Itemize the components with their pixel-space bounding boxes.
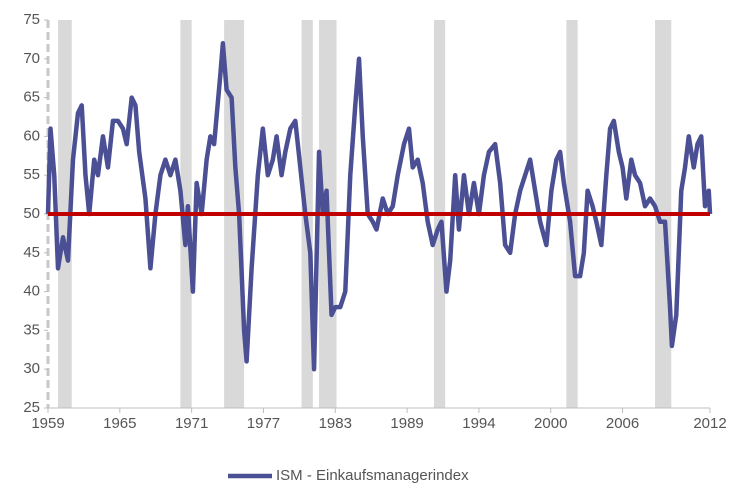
x-tick-label: 1994 — [462, 415, 495, 432]
x-tick-label: 1989 — [390, 415, 423, 432]
x-tick-label: 2012 — [693, 415, 726, 432]
y-tick-label: 60 — [23, 127, 40, 144]
y-tick-label: 70 — [23, 50, 40, 67]
y-tick-label: 50 — [23, 205, 40, 222]
x-tick-label: 1965 — [103, 415, 136, 432]
x-tick-label: 1977 — [247, 415, 280, 432]
y-tick-label: 75 — [23, 11, 40, 28]
y-tick-label: 25 — [23, 399, 40, 416]
series-line — [45, 41, 713, 372]
y-tick-label: 55 — [23, 166, 40, 183]
x-tick-label: 1971 — [175, 415, 208, 432]
y-tick-label: 45 — [23, 244, 40, 261]
y-tick-label: 65 — [23, 89, 40, 106]
legend-label: ISM - Einkaufsmanagerindex — [276, 467, 469, 484]
x-tick-label: 1983 — [319, 415, 352, 432]
x-tick-label: 2000 — [534, 415, 567, 432]
y-tick-label: 35 — [23, 321, 40, 338]
y-tick-label: 30 — [23, 360, 40, 377]
x-tick-label: 2006 — [606, 415, 639, 432]
y-tick-label: 40 — [23, 283, 40, 300]
x-tick-label: 1959 — [31, 415, 64, 432]
